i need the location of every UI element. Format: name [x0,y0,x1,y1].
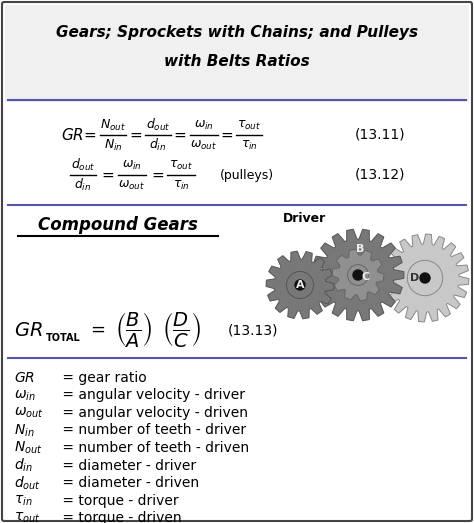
Circle shape [353,270,363,280]
Text: $\tau_{out}$: $\tau_{out}$ [237,118,261,132]
Text: with Belts Ratios: with Belts Ratios [164,54,310,70]
Text: =: = [101,167,114,183]
Text: $\omega_{in}$: $\omega_{in}$ [14,388,36,403]
Text: (13.12): (13.12) [355,168,405,182]
Text: D: D [410,273,419,283]
Text: = torque - driver: = torque - driver [58,494,179,507]
Text: $GR$: $GR$ [61,127,83,143]
Text: = diameter - driven: = diameter - driven [58,476,199,490]
Text: =: = [220,128,233,142]
Circle shape [339,256,377,294]
Text: (pulleys): (pulleys) [220,168,274,181]
Text: = angular velocity - driver: = angular velocity - driver [58,389,245,403]
Text: $\tau_{in}$: $\tau_{in}$ [240,139,257,152]
Text: TOTAL: TOTAL [46,333,81,343]
Circle shape [407,260,443,295]
Circle shape [420,273,430,283]
Text: = diameter - driver: = diameter - driver [58,459,196,472]
Text: $N_{in}$: $N_{in}$ [104,138,122,153]
Text: $GR$: $GR$ [14,371,35,385]
Text: $\left(\dfrac{B}{A}\right)$: $\left(\dfrac{B}{A}\right)$ [115,311,152,349]
Text: $d_{in}$: $d_{in}$ [74,177,91,193]
Polygon shape [266,251,334,319]
Text: = torque - driven: = torque - driven [58,511,182,523]
Circle shape [347,265,368,286]
Text: $d_{out}$: $d_{out}$ [146,117,170,133]
Polygon shape [312,229,404,321]
Text: (13.13): (13.13) [228,323,279,337]
Text: = angular velocity - driven: = angular velocity - driven [58,406,248,420]
Text: $GR$: $GR$ [14,321,43,339]
Polygon shape [332,249,384,301]
Text: $\left(\dfrac{D}{C}\right)$: $\left(\dfrac{D}{C}\right)$ [162,311,201,349]
Text: = number of teeth - driven: = number of teeth - driven [58,441,249,455]
Polygon shape [381,234,469,322]
Text: Gears; Sprockets with Chains; and Pulleys: Gears; Sprockets with Chains; and Pulley… [56,25,418,40]
Text: (13.11): (13.11) [355,128,405,142]
Bar [5,5,469,102]
Text: = number of teeth - driver: = number of teeth - driver [58,424,246,438]
Text: Compound Gears: Compound Gears [38,216,198,234]
Text: $\omega_{in}$: $\omega_{in}$ [122,158,142,172]
Text: =: = [91,321,106,339]
Text: $d_{out}$: $d_{out}$ [14,474,41,492]
Text: $d_{out}$: $d_{out}$ [71,157,95,173]
Text: $\omega_{out}$: $\omega_{out}$ [191,139,218,152]
Text: =: = [129,128,142,142]
Circle shape [295,280,305,290]
Text: =: = [152,167,164,183]
Text: $N_{in}$: $N_{in}$ [14,422,35,439]
Text: $\tau_{out}$: $\tau_{out}$ [169,158,193,172]
Text: $\tau_{in}$: $\tau_{in}$ [173,178,190,191]
Circle shape [353,270,363,280]
Text: $\omega_{out}$: $\omega_{out}$ [14,406,44,420]
Text: =: = [83,128,96,142]
Text: $\omega_{in}$: $\omega_{in}$ [194,118,214,132]
Text: $N_{out}$: $N_{out}$ [14,440,43,456]
Text: =: = [173,128,186,142]
Text: B: B [356,244,364,254]
Text: $\omega_{out}$: $\omega_{out}$ [118,178,146,191]
Text: C: C [362,272,370,282]
Text: $N_{out}$: $N_{out}$ [100,118,126,132]
Text: = gear ratio: = gear ratio [58,371,147,385]
Text: $d_{in}$: $d_{in}$ [149,137,167,153]
Text: A: A [296,280,304,290]
Text: $\tau_{out}$: $\tau_{out}$ [14,511,41,523]
Circle shape [286,271,313,299]
Text: $d_{in}$: $d_{in}$ [14,457,33,474]
Text: $\tau_{in}$: $\tau_{in}$ [14,493,33,508]
Text: Driver: Driver [283,211,327,224]
